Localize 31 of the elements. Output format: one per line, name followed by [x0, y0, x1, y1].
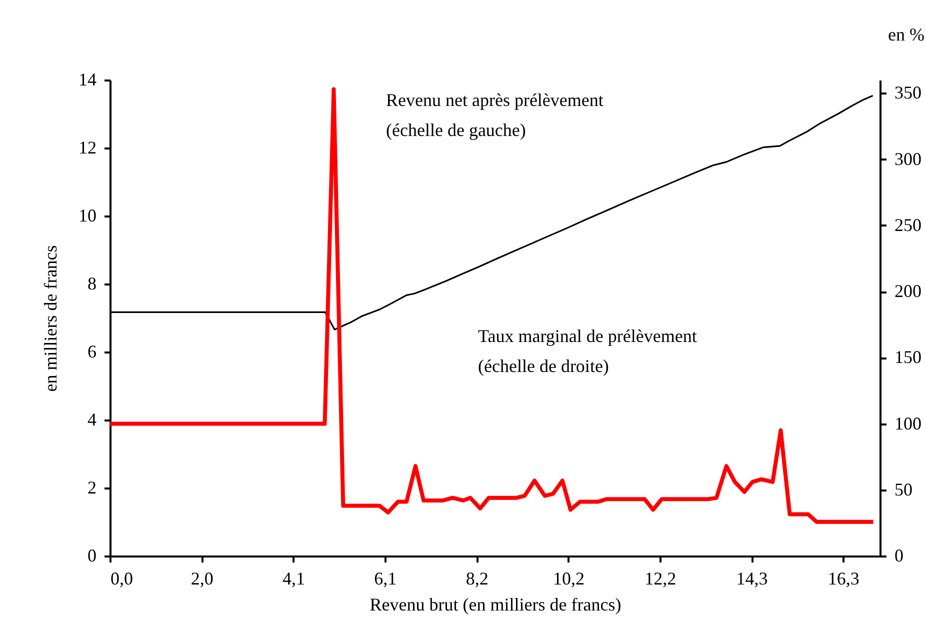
y-tick-label: 8	[88, 274, 96, 294]
line-series	[110, 87, 876, 524]
y-tick-label: 10	[78, 206, 96, 226]
y2-tick-label: 0	[894, 546, 904, 566]
x-axis-title: Revenu brut (en milliers de francs)	[370, 594, 622, 614]
y2-tick-label: 200	[894, 281, 922, 302]
x-tick-label: 12,2	[644, 568, 676, 588]
y-tick-label: 6	[88, 342, 96, 362]
y-tick-label: 4	[88, 410, 96, 430]
y-tick-label: 12	[78, 138, 96, 158]
y2-tick-label: 50	[894, 479, 912, 500]
x-tick-label: 6,1	[374, 568, 397, 588]
x-tick-label: 10,2	[552, 568, 584, 588]
y2-tick-label: 150	[894, 347, 922, 368]
y2-tick-label: 350	[894, 82, 922, 103]
y2-tick-label: 100	[894, 413, 922, 434]
x-tick-label: 4,1	[282, 568, 306, 588]
y2-axis-title: en %	[888, 24, 925, 44]
y-tick-label: 2	[88, 478, 96, 498]
y-tick-label: 14	[78, 70, 96, 90]
y2-tick-label: 300	[894, 148, 922, 169]
annotation: Taux marginal de prélèvement (échelle de droite)	[478, 326, 697, 376]
x-tick-label: 14,3	[736, 568, 768, 588]
x-tick-label: 8,2	[466, 568, 488, 588]
annotation: Revenu net après prélèvement (échelle de gauche)	[386, 90, 604, 140]
x-tick-label: 16,3	[828, 568, 860, 588]
y-tick-label: 0	[88, 546, 96, 566]
x-tick-label: 0,0	[110, 568, 133, 588]
y-axis-title: en milliers de francs	[40, 245, 60, 392]
y2-tick-label: 250	[894, 214, 922, 235]
x-tick-label: 2,0	[190, 568, 214, 588]
